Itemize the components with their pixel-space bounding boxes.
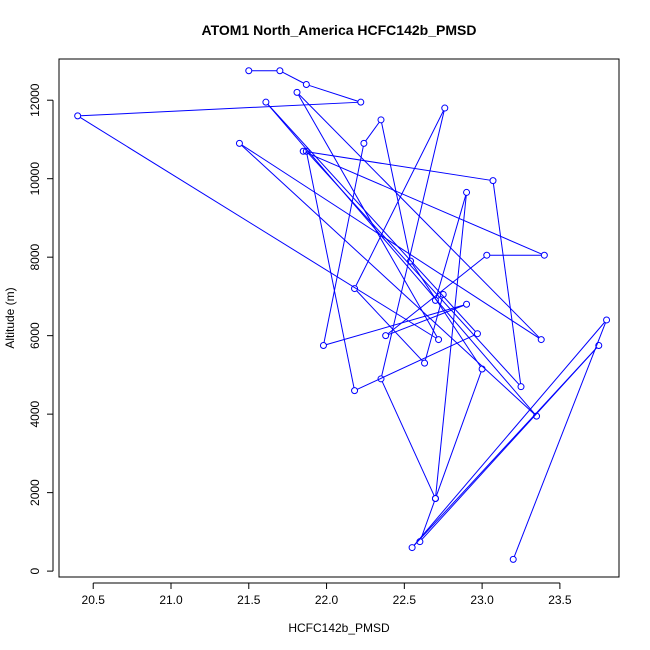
data-point xyxy=(382,332,390,340)
y-tick-label: 6000 xyxy=(28,322,42,349)
data-point xyxy=(302,147,310,155)
y-axis-label: Altitude (m) xyxy=(3,287,17,348)
series-segment xyxy=(420,501,435,540)
data-point xyxy=(441,104,449,112)
data-point xyxy=(483,251,491,259)
series-segment xyxy=(298,94,540,338)
x-tick-label: 20.5 xyxy=(82,593,106,607)
x-axis-label: HCFC142b_PMSD xyxy=(288,621,390,635)
series-segment xyxy=(381,122,411,259)
data-point xyxy=(74,112,82,120)
series-segment xyxy=(381,381,435,496)
series-segment xyxy=(387,256,485,335)
series-segment xyxy=(492,183,522,384)
y-tick-label: 12000 xyxy=(28,83,42,117)
data-point xyxy=(431,296,439,304)
series-segment xyxy=(80,101,358,117)
data-point xyxy=(537,336,545,344)
series-segment xyxy=(306,154,355,388)
series-segment xyxy=(435,195,467,298)
series-segment xyxy=(267,104,476,332)
plot-frame xyxy=(58,58,620,578)
data-point xyxy=(416,538,424,546)
series-segment xyxy=(282,71,304,84)
data-point xyxy=(407,257,415,265)
data-point xyxy=(595,341,603,349)
data-point xyxy=(421,359,429,367)
x-axis: 20.5 21.0 21.5 22.0 22.5 23.0 23.5 xyxy=(82,582,572,607)
series-segment xyxy=(326,304,464,346)
y-tick-label: 10000 xyxy=(28,162,42,196)
data-point xyxy=(439,290,447,298)
series-segment xyxy=(323,146,364,343)
data-point xyxy=(302,81,310,89)
data-point xyxy=(540,251,548,259)
data-point xyxy=(435,336,443,344)
x-tick-label: 21.0 xyxy=(159,593,183,607)
series-segment xyxy=(365,121,380,142)
y-tick-label: 0 xyxy=(28,567,42,574)
data-point xyxy=(478,365,486,373)
data-point xyxy=(463,188,471,196)
data-point xyxy=(299,147,307,155)
data-point xyxy=(463,300,471,308)
series-segment xyxy=(305,151,542,255)
data-point xyxy=(603,316,611,324)
y-tick-label: 4000 xyxy=(28,400,42,427)
series-segment xyxy=(356,290,423,362)
y-axis: 0 2000 4000 6000 8000 10000 12000 xyxy=(28,83,54,574)
series-segment xyxy=(241,144,539,339)
series-segment xyxy=(241,145,535,415)
data-point xyxy=(408,544,416,552)
data-point xyxy=(377,375,385,383)
series-segment xyxy=(381,110,445,377)
series-segment xyxy=(357,334,475,390)
data-point xyxy=(533,412,541,420)
series-segment xyxy=(309,84,359,102)
data-point xyxy=(351,387,359,395)
y-tick-label: 2000 xyxy=(28,479,42,506)
series-segment xyxy=(306,151,491,181)
data-point xyxy=(517,383,525,391)
data-point xyxy=(262,98,270,106)
series-segment xyxy=(411,263,481,367)
x-tick-label: 23.0 xyxy=(470,593,494,607)
series-layer xyxy=(74,67,611,563)
series-segment xyxy=(424,297,443,361)
data-point xyxy=(293,88,301,96)
x-tick-label: 21.5 xyxy=(237,593,261,607)
series-segment xyxy=(435,371,482,496)
series-segment xyxy=(267,104,535,415)
data-point xyxy=(473,330,481,338)
data-point xyxy=(431,495,439,503)
series-segment xyxy=(79,117,437,339)
x-tick-label: 22.5 xyxy=(393,593,417,607)
data-point xyxy=(360,139,368,147)
y-tick-label: 8000 xyxy=(28,244,42,271)
x-tick-label: 23.5 xyxy=(548,593,572,607)
series-segment xyxy=(355,110,444,287)
series-segment xyxy=(513,322,606,557)
data-point xyxy=(357,98,365,106)
chart-title: ATOM1 North_America HCFC142b_PMSD xyxy=(202,22,477,38)
series-segment xyxy=(421,347,598,540)
x-tick-label: 22.0 xyxy=(315,593,339,607)
data-point xyxy=(509,555,517,563)
data-point xyxy=(245,67,253,75)
data-point xyxy=(489,177,497,185)
series-segment xyxy=(298,94,438,338)
data-point xyxy=(377,116,385,124)
data-point xyxy=(235,139,243,147)
data-point xyxy=(276,67,284,75)
data-point xyxy=(319,341,327,349)
series-segment xyxy=(413,321,605,546)
data-point xyxy=(351,285,359,293)
